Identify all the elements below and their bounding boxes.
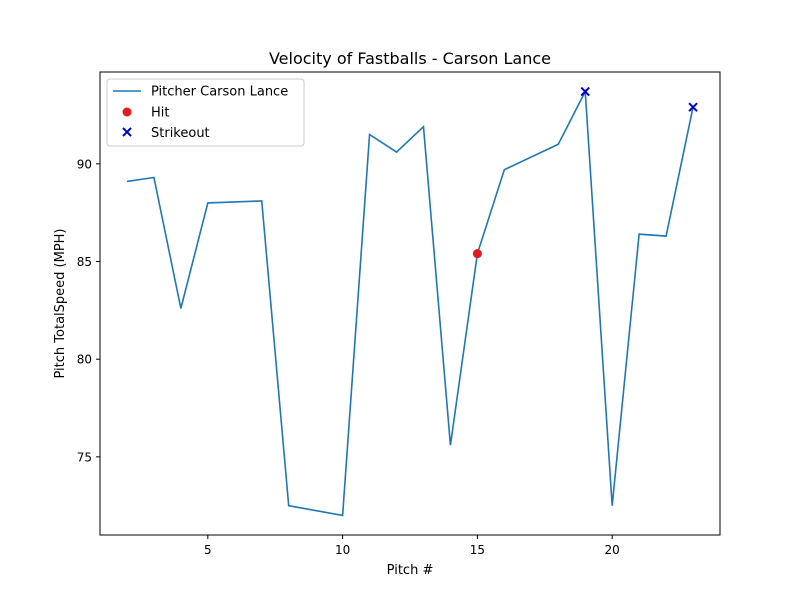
legend: Pitcher Carson Lance Hit Strikeout — [106, 78, 305, 147]
legend-label-hit: Hit — [151, 106, 169, 121]
y-tick-label: 80 — [77, 353, 92, 367]
y-axis-label: Pitch TotalSpeed (MPH) — [53, 228, 68, 378]
legend-label-strikeout: Strikeout — [151, 126, 210, 141]
x-tick-label: 5 — [204, 543, 212, 557]
y-axis: 75 80 85 90 — [77, 157, 100, 464]
x-tick-label: 15 — [470, 543, 485, 557]
strikeout-point — [580, 86, 590, 97]
legend-hit-marker — [122, 107, 132, 117]
plot-frame — [99, 71, 721, 536]
plot-area — [126, 86, 698, 517]
strikeout-point — [688, 102, 698, 112]
legend-strikeout-marker — [122, 127, 132, 137]
legend-label-pitcher: Pitcher Carson Lance — [151, 85, 288, 100]
x-tick-label: 20 — [605, 543, 620, 557]
x-axis-label: Pitch # — [387, 563, 434, 578]
y-tick-label: 90 — [77, 157, 92, 171]
chart-title: Velocity of Fastballs - Carson Lance — [269, 49, 551, 68]
x-tick-label: 10 — [335, 543, 350, 557]
y-tick-label: 85 — [77, 255, 92, 269]
hit-point — [472, 249, 482, 259]
y-tick-label: 75 — [77, 450, 92, 464]
series-line-pitcher — [126, 88, 694, 517]
legend-strikeout-x — [122, 127, 132, 137]
legend-box — [106, 78, 305, 147]
x-axis: 5 10 15 20 — [204, 535, 620, 557]
